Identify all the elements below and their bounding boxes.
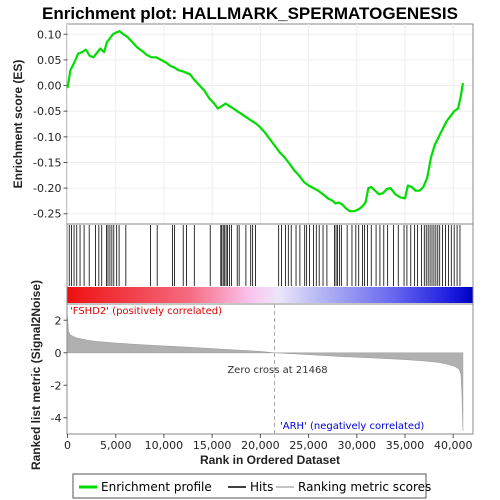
es-tick-label: -0.15	[33, 156, 61, 169]
legend: Enrichment profile Hits Ranking metric s…	[72, 473, 431, 499]
x-tick-label: 0	[64, 439, 71, 452]
x-tick-label: 30,000	[338, 439, 377, 452]
x-axis-label: Rank in Ordered Dataset	[200, 453, 340, 467]
metric-y-axis-label: Ranked list metric (Signal2Noise)	[29, 280, 43, 470]
metric-tick-label: 2	[55, 314, 62, 327]
x-tick-label: 20,000	[241, 439, 280, 452]
legend-hits-label: Hits	[250, 480, 273, 494]
positive-label: 'FSHD2' (positively correlated)	[70, 306, 222, 317]
x-axis-ticks: 0 5,000 10,000 15,000 20,000 25,000 30,000 35,0…	[64, 434, 472, 452]
negative-label: 'ARH' (negatively correlated)	[280, 421, 424, 432]
es-grid	[67, 24, 473, 224]
enrichment-profile-line	[66, 30, 464, 213]
x-tick-label: 15,000	[193, 439, 232, 452]
es-tick-label: -0.20	[33, 182, 61, 195]
hit-marks	[68, 225, 461, 286]
es-y-axis-label: Enrichment score (ES)	[11, 60, 25, 189]
metric-tick-label: -2	[51, 379, 62, 392]
legend-frame	[72, 473, 427, 499]
rank-color-bar	[67, 287, 473, 303]
es-tick-label: 0.10	[37, 28, 62, 41]
es-y-ticks: 0.10 0.05 0.00 -0.05 -0.10 -0.15 -0.20 -0.25	[33, 28, 68, 221]
legend-metric-label: Ranking metric scores	[298, 480, 431, 494]
metric-panel-frame	[66, 303, 474, 435]
hits-panel	[66, 223, 474, 305]
metric-tick-label: 0	[55, 347, 62, 360]
es-panel-frame	[66, 23, 474, 225]
ranking-metric-area	[67, 315, 464, 431]
es-tick-label: 0.05	[37, 54, 62, 67]
chart-title: Enrichment plot: HALLMARK_SPERMATOGENESI…	[42, 4, 458, 23]
zero-cross-label: Zero cross at 21468	[227, 365, 327, 376]
metric-tick-label: -4	[51, 412, 62, 425]
x-tick-label: 40,000	[434, 439, 473, 452]
es-tick-label: 0.00	[37, 80, 62, 93]
x-tick-label: 10,000	[145, 439, 184, 452]
x-tick-label: 35,000	[386, 439, 425, 452]
es-panel: 0.10 0.05 0.00 -0.05 -0.10 -0.15 -0.20 -0.25 En…	[11, 23, 474, 225]
x-tick-label: 5,000	[100, 439, 132, 452]
es-tick-label: -0.10	[33, 131, 61, 144]
metric-y-ticks: 2 0 -2 -4	[51, 314, 68, 425]
legend-enrichment-label: Enrichment profile	[101, 480, 212, 494]
metric-panel: 2 0 -2 -4 'FSHD2' (positively correlated) Z…	[29, 280, 474, 470]
es-tick-label: -0.05	[33, 105, 61, 118]
es-tick-label: -0.25	[33, 208, 61, 221]
x-tick-label: 25,000	[289, 439, 328, 452]
